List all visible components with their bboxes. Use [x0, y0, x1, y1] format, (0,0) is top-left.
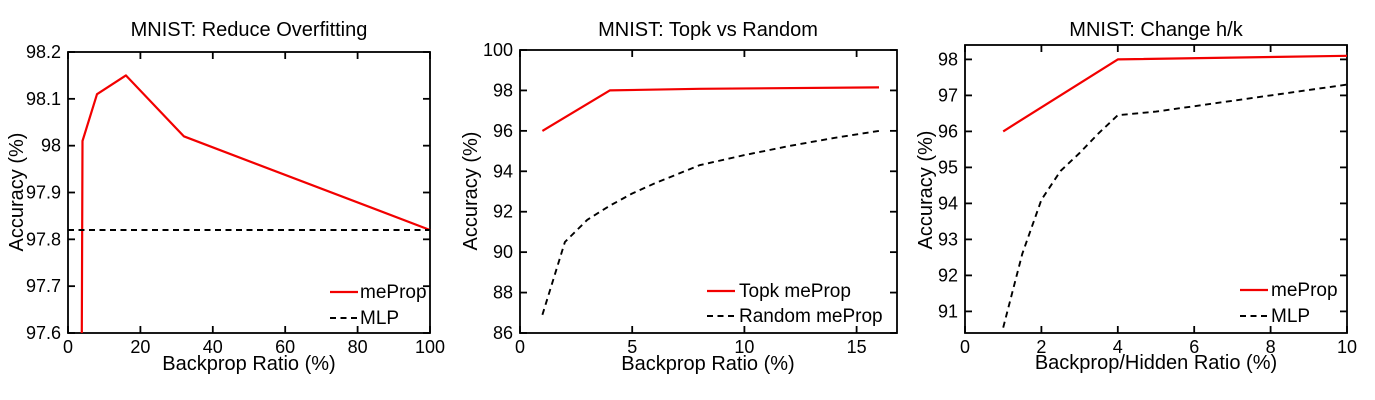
x-tick-label: 10: [734, 337, 754, 357]
legend-label-random-meprop: Random meProp: [739, 306, 883, 327]
y-tick-label: 97.7: [26, 276, 61, 296]
y-tick-label: 92: [938, 265, 958, 285]
plot-area: [964, 44, 1348, 334]
y-tick-label: 94: [938, 193, 958, 213]
series-line-mlp: [1002, 83, 1348, 328]
x-tick-label: 8: [1266, 337, 1276, 357]
y-axis-ticks: 91 92 93 94 95 96 97 98: [938, 49, 1347, 321]
chart2-title: MNIST: Topk vs Random: [598, 19, 818, 41]
y-tick-label: 97.8: [26, 229, 61, 249]
series-line-meprop: [80, 74, 431, 334]
y-tick-label: 96: [493, 121, 513, 141]
x-tick-label: 60: [275, 337, 295, 357]
legend-label-meprop: meProp: [1271, 280, 1338, 301]
x-axis-ticks: 0 20 40 60 80 100: [63, 52, 445, 357]
x-tick-label: 80: [348, 337, 368, 357]
x-axis-ticks: 0 2 4 6 8 10: [960, 45, 1357, 357]
x-tick-label: 40: [203, 337, 223, 357]
y-tick-label: 97.6: [26, 323, 61, 343]
y-tick-label: 98: [493, 80, 513, 100]
chart2-xlabel: Backprop Ratio (%): [621, 353, 795, 375]
y-tick-label: 96: [938, 121, 958, 141]
chart-1: 0 20 40 60 80 100 97.6 97.7 97.8 97.9 98 98.1 98.2 me…: [26, 42, 445, 357]
y-axis-ticks: 97.6 97.7 97.8 97.9 98 98.1 98.2: [26, 42, 430, 343]
legend: Topk meProp Random meProp: [707, 281, 883, 327]
y-tick-label: 86: [493, 323, 513, 343]
legend-label-topk-meprop: Topk meProp: [739, 281, 851, 302]
y-tick-label: 90: [493, 242, 513, 262]
x-tick-label: 0: [515, 337, 525, 357]
y-tick-label: 98: [938, 49, 958, 69]
chart3-title: MNIST: Change h/k: [1069, 19, 1243, 41]
series-line-random-meprop: [541, 129, 880, 316]
x-tick-label: 20: [130, 337, 150, 357]
series-line-topk-meprop: [541, 86, 880, 132]
x-tick-label: 100: [415, 337, 445, 357]
x-tick-label: 15: [847, 337, 867, 357]
y-tick-label: 91: [938, 301, 958, 321]
x-tick-label: 10: [1337, 337, 1357, 357]
chart1-xlabel: Backprop Ratio (%): [162, 353, 336, 375]
y-tick-label: 98.2: [26, 42, 61, 62]
y-tick-label: 97: [938, 85, 958, 105]
legend-label-mlp: MLP: [360, 308, 399, 329]
series-line-meprop: [1002, 54, 1348, 133]
x-tick-label: 2: [1036, 337, 1046, 357]
y-tick-label: 98.1: [26, 89, 61, 109]
y-tick-label: 92: [493, 202, 513, 222]
y-tick-label: 94: [493, 161, 513, 181]
y-tick-label: 97.9: [26, 183, 61, 203]
y-tick-label: 93: [938, 229, 958, 249]
x-tick-label: 5: [627, 337, 637, 357]
y-tick-label: 88: [493, 283, 513, 303]
x-axis-ticks: 0 5 10 15: [515, 50, 867, 357]
legend: meProp MLP: [330, 282, 427, 329]
chart2-ylabel: Accuracy (%): [460, 131, 482, 251]
y-tick-label: 95: [938, 157, 958, 177]
plot-area: [519, 49, 898, 334]
x-tick-label: 4: [1113, 337, 1123, 357]
y-axis-ticks: 86 88 90 92 94 96 98 100: [483, 40, 897, 343]
y-tick-label: 100: [483, 40, 513, 60]
chart-2: 0 5 10 15 86 88 90 92 94 96 98 100 Topk meProp Random…: [483, 40, 898, 357]
legend-label-mlp: MLP: [1271, 306, 1310, 327]
x-tick-label: 0: [63, 337, 73, 357]
x-tick-label: 6: [1189, 337, 1199, 357]
y-tick-label: 98: [41, 136, 61, 156]
x-tick-label: 0: [960, 337, 970, 357]
chart-3: 0 2 4 6 8 10 91 92 93 94 95 96 97 98 meProp MLP: [938, 44, 1357, 357]
chart1-title: MNIST: Reduce Overfitting: [130, 19, 368, 41]
legend-label-meprop: meProp: [360, 282, 427, 303]
chart3-xlabel: Backprop/Hidden Ratio (%): [1034, 352, 1278, 374]
chart1-ylabel: Accuracy (%): [6, 132, 28, 252]
chart3-ylabel: Accuracy (%): [915, 130, 937, 250]
legend: meProp MLP: [1240, 280, 1338, 327]
